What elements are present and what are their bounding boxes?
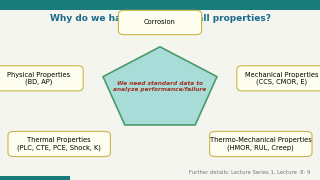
FancyBboxPatch shape [210, 131, 312, 157]
FancyBboxPatch shape [0, 66, 83, 91]
Text: Thermal Properties
(PLC, CTE, PCE, Shock, K): Thermal Properties (PLC, CTE, PCE, Shock… [17, 137, 101, 151]
Text: Physical Properties
(BD, AP): Physical Properties (BD, AP) [7, 72, 70, 85]
FancyBboxPatch shape [237, 66, 320, 91]
Text: Thermo-Mechanical Properties
(HMOR, RUL, Creep): Thermo-Mechanical Properties (HMOR, RUL,… [210, 137, 312, 151]
FancyBboxPatch shape [8, 131, 110, 157]
Text: Why do we have to measure all properties?: Why do we have to measure all properties… [50, 14, 270, 22]
Text: Further details: Lecture Series 1, Lecture  8- 9: Further details: Lecture Series 1, Lectu… [189, 170, 310, 175]
FancyBboxPatch shape [0, 176, 70, 180]
FancyBboxPatch shape [118, 10, 202, 35]
Text: Mechanical Properties
(CCS, CMOR, E): Mechanical Properties (CCS, CMOR, E) [245, 72, 318, 85]
Polygon shape [103, 47, 217, 125]
Text: We need standard data to
analyze performance/failure: We need standard data to analyze perform… [113, 81, 207, 92]
FancyBboxPatch shape [0, 0, 320, 10]
Text: Corrosion: Corrosion [144, 19, 176, 26]
